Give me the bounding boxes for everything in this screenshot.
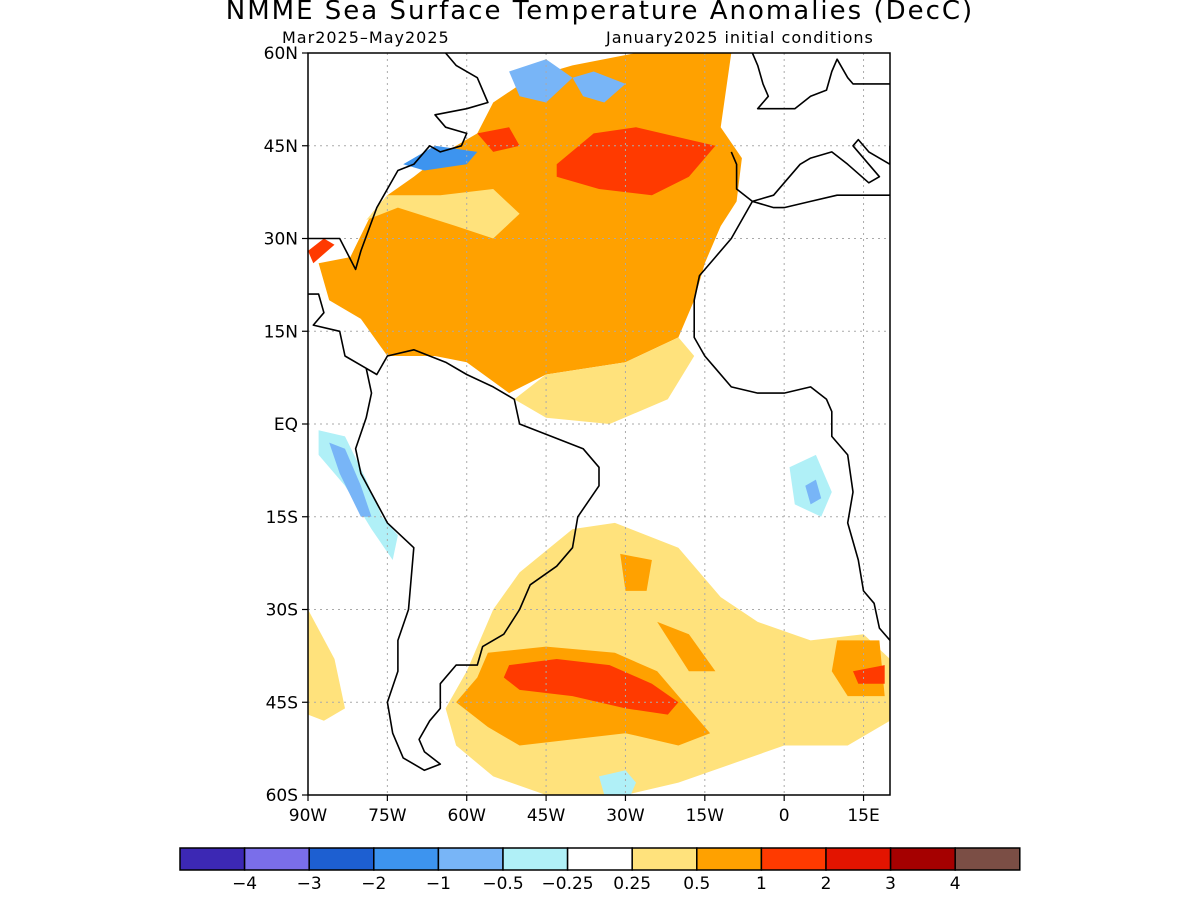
coastline-2	[751, 53, 890, 110]
legend-label: 1	[756, 874, 767, 894]
anomaly-region-8	[572, 71, 626, 103]
legend-label: −1	[426, 874, 451, 894]
legend-label: −2	[361, 874, 386, 894]
legend-swatch	[566, 847, 633, 871]
coastline-0	[308, 53, 489, 271]
legend-label: −0.5	[482, 874, 523, 894]
legend-swatch	[308, 847, 375, 871]
lat-tick-label: 45N	[264, 137, 298, 157]
legend-label: 0.5	[683, 874, 710, 894]
lat-tick-label: EQ	[274, 415, 298, 435]
legend-swatch	[889, 847, 956, 871]
lon-tick-label: 15W	[686, 806, 725, 826]
anomaly-region-2	[366, 189, 520, 239]
anomaly-region-18	[329, 442, 372, 517]
coastline-1	[308, 293, 600, 772]
legend-swatch	[437, 847, 504, 871]
gridlines	[308, 53, 890, 795]
coastline-4	[693, 201, 890, 641]
anomaly-region-5	[308, 238, 335, 264]
anomaly-region-21	[599, 770, 636, 795]
legend-label: −4	[232, 874, 257, 894]
anomaly-region-7	[509, 59, 573, 103]
lat-tick-label: 30N	[264, 230, 298, 250]
legend-swatch	[631, 847, 698, 871]
legend-swatch	[954, 847, 1021, 871]
color-legend: −4 −3 −2 −1 −0.5 −0.25 0.25 0.5 1 2 3 4	[179, 847, 1021, 894]
coastline-5	[752, 194, 890, 209]
lon-tick-label: 0	[779, 806, 790, 826]
lon-tick-label: 60W	[448, 806, 487, 826]
legend-swatch	[825, 847, 892, 871]
lon-tick-label: 15E	[847, 806, 879, 826]
map-title: NMME Sea Surface Temperature Anomalies (…	[225, 0, 975, 26]
lat-tick-label: 15S	[266, 508, 298, 528]
legend-label: 4	[950, 874, 961, 894]
lat-tick-label: 60N	[264, 44, 298, 64]
coastlines	[308, 53, 890, 772]
legend-label: 2	[821, 874, 832, 894]
lat-tick-label: 15N	[264, 322, 298, 342]
anomaly-region-12	[620, 553, 652, 591]
legend-swatch	[760, 847, 827, 871]
legend-label: 3	[885, 874, 896, 894]
legend-swatch	[373, 847, 440, 871]
lat-tick-label: 60S	[266, 786, 298, 806]
lon-tick-label: 90W	[289, 806, 328, 826]
legend-swatch	[243, 847, 310, 871]
anomaly-region-6	[403, 145, 478, 171]
legend-label: −0.25	[542, 874, 594, 894]
lat-tick-label: 45S	[266, 693, 298, 713]
anomaly-region-20	[805, 479, 822, 505]
forecast-period: Mar2025–May2025	[282, 28, 450, 47]
lat-tick-label: 30S	[266, 601, 298, 621]
anomaly-region-15	[853, 665, 885, 684]
lon-tick-label: 30W	[606, 806, 645, 826]
anomaly-region-3	[556, 127, 716, 196]
anomaly-shading	[308, 53, 890, 795]
legend-swatch	[502, 847, 569, 871]
legend-label: 0.25	[613, 874, 651, 894]
anomaly-region-13	[657, 621, 716, 672]
lon-tick-label: 75W	[368, 806, 407, 826]
coastline-3	[730, 138, 890, 203]
legend-swatch	[179, 847, 246, 871]
legend-swatch	[696, 847, 763, 871]
anomaly-region-1	[514, 337, 695, 424]
anomaly-region-4	[477, 127, 520, 152]
lon-tick-label: 45W	[527, 806, 566, 826]
anomaly-region-16	[308, 609, 345, 721]
anomaly-region-11	[503, 659, 679, 715]
legend-label: −3	[297, 874, 322, 894]
initial-conditions: January2025 initial conditions	[606, 28, 874, 47]
